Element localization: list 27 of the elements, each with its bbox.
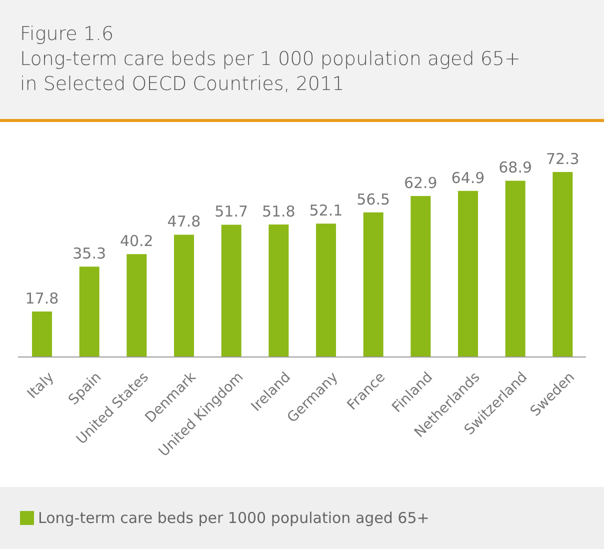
- chart-title: Figure 1.6: [20, 22, 115, 47]
- bar: [126, 254, 147, 357]
- bar: [363, 212, 384, 357]
- chart-subtitle: Long-term care beds per 1 000 population aged 65+ in Selected OECD Countries, 2011: [20, 47, 522, 97]
- bar: [32, 311, 52, 357]
- data-label: 51.7: [214, 202, 248, 221]
- bar: [221, 224, 242, 357]
- data-label: 56.5: [356, 190, 390, 208]
- data-label: 64.9: [451, 168, 485, 187]
- data-label: 72.3: [546, 150, 580, 168]
- data-label: 35.3: [72, 244, 106, 263]
- bar: [410, 196, 431, 357]
- data-label: 47.8: [167, 212, 201, 231]
- bar: [505, 180, 526, 357]
- bar: [458, 190, 478, 357]
- data-label: 51.8: [262, 202, 296, 220]
- data-label: 62.9: [404, 174, 438, 192]
- data-label: 17.8: [25, 289, 59, 308]
- data-label: 40.2: [120, 232, 154, 250]
- bar: [79, 266, 100, 357]
- bar: [552, 172, 573, 357]
- bar: [174, 234, 194, 357]
- bar: [268, 224, 289, 357]
- bar: [316, 224, 336, 357]
- data-label: 52.1: [309, 202, 343, 220]
- legend-label: Long-term care beds per 1000 population aged 65+: [38, 509, 430, 527]
- data-label: 68.9: [498, 158, 532, 177]
